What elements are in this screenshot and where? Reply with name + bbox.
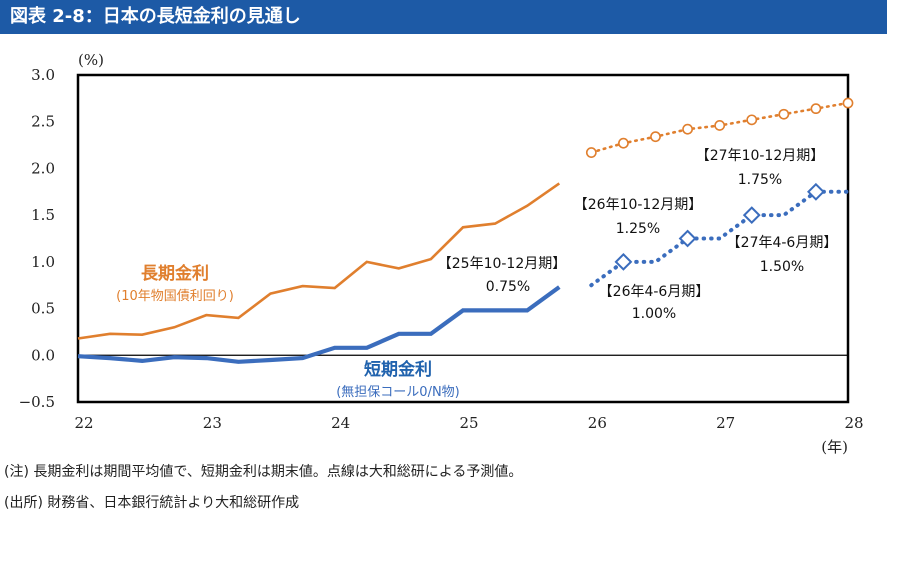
x-unit-label: (年): [821, 438, 848, 456]
long-rate-sublabel: (10年物国債利回り): [116, 289, 234, 304]
long-rate-forecast-point: [682, 123, 693, 135]
long-rate-forecast-point: [650, 131, 661, 143]
y-tick-label: −0.5: [19, 393, 55, 411]
footnote-source: (出所) 財務省、日本銀行統計より大和総研作成: [4, 495, 300, 511]
annotation-period: 【26年4-6月期】: [599, 284, 710, 300]
annotation-period: 【27年4-6月期】: [727, 235, 838, 251]
x-tick-label: 27: [716, 414, 735, 432]
annotation-value: 1.00%: [632, 306, 676, 322]
long-rate-forecast-point: [842, 97, 854, 109]
x-tick-label: 23: [203, 414, 222, 432]
annotation-period: 【25年10-12月期】: [438, 256, 567, 272]
x-tick-label: 26: [588, 414, 607, 432]
long-rate-label: 長期金利: [141, 263, 209, 284]
long-rate-forecast-point: [810, 103, 822, 115]
annotation-period: 【26年10-12月期】: [574, 197, 703, 213]
y-tick-label: 0.5: [31, 300, 55, 318]
x-tick-label: 25: [459, 414, 478, 432]
long-rate-forecast-point: [778, 108, 790, 120]
interest-rate-chart: 3.0 2.5 2.0 1.5 1.0 0.5 0.0 −0.5 (%) 22 23 24 25 26 27…: [19, 51, 864, 456]
y-tick-label: 0.0: [31, 346, 55, 364]
short-rate-diamond-marker: [678, 229, 697, 248]
y-tick-label: 1.5: [31, 206, 55, 224]
short-rate-diamond-marker: [742, 206, 761, 225]
footnote-note: (注) 長期金利は期間平均値で、短期金利は期末値。点線は大和総研による予測値。: [4, 464, 523, 480]
x-tick-label: 24: [331, 414, 350, 432]
long-rate-forecast-point: [714, 120, 726, 131]
long-rate-actual-line: [77, 182, 561, 340]
short-rate-diamond-marker: [614, 252, 633, 271]
long-rate-forecast-point: [618, 137, 629, 149]
x-tick-label: 22: [74, 414, 93, 432]
annotation-value: 1.25%: [616, 221, 660, 237]
short-rate-diamond-marker: [807, 182, 825, 201]
y-tick-label: 1.0: [31, 253, 55, 271]
plot-frame: [76, 73, 850, 404]
y-unit-label: (%): [78, 51, 104, 69]
annotation-value: 0.75%: [486, 279, 530, 295]
figure-title: 図表 2-8：日本の長短金利の見通し: [0, 0, 887, 34]
long-rate-forecast-point: [746, 114, 758, 126]
annotation-period: 【27年10-12月期】: [696, 148, 825, 164]
annotation-value: 1.50%: [760, 259, 804, 275]
long-rate-forecast-point: [585, 147, 597, 158]
y-tick-label: 2.5: [31, 113, 55, 131]
annotation-value: 1.75%: [738, 172, 782, 188]
short-rate-label: 短期金利: [364, 359, 432, 380]
y-tick-label: 3.0: [31, 66, 55, 84]
short-rate-forecast-line: [589, 189, 850, 288]
short-rate-actual-line: [77, 285, 561, 364]
short-rate-sublabel: (無担保コール0/N物): [336, 385, 460, 400]
y-tick-label: 2.0: [31, 159, 55, 177]
x-tick-label: 28: [844, 414, 863, 432]
